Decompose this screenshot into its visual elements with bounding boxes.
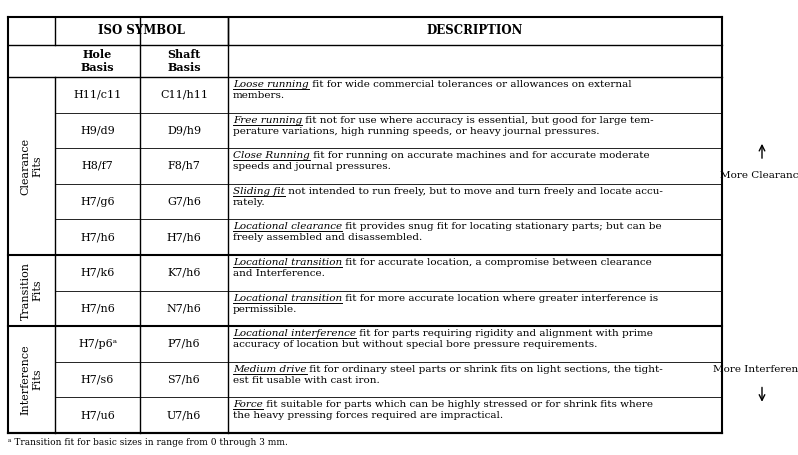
Text: ᵃ Transition fit for basic sizes in range from 0 through 3 mm.: ᵃ Transition fit for basic sizes in rang… [8,438,288,447]
Text: Medium drive: Medium drive [233,365,306,374]
Text: Loose running: Loose running [233,80,309,89]
Text: DESCRIPTION: DESCRIPTION [427,25,523,37]
Text: est fit usable with cast iron.: est fit usable with cast iron. [233,376,380,385]
Text: fit not for use where accuracy is essential, but good for large tem-: fit not for use where accuracy is essent… [302,116,654,125]
Text: fit for accurate location, a compromise between clearance: fit for accurate location, a compromise … [342,258,652,267]
Text: H7/p6ᵃ: H7/p6ᵃ [78,339,117,349]
Text: rately.: rately. [233,198,266,207]
Text: accuracy of location but without special bore pressure requirements.: accuracy of location but without special… [233,340,598,349]
Text: H11/c11: H11/c11 [73,90,121,100]
Text: not intended to run freely, but to move and turn freely and locate accu-: not intended to run freely, but to move … [285,187,662,196]
Text: and Interference.: and Interference. [233,269,325,278]
Text: fit provides snug fit for locating stationary parts; but can be: fit provides snug fit for locating stati… [342,222,662,232]
Text: Hole
Basis: Hole Basis [81,49,114,73]
Text: D9/h9: D9/h9 [167,126,201,136]
Text: H7/n6: H7/n6 [80,303,115,313]
Text: Transition
Fits: Transition Fits [21,262,42,319]
Text: Locational interference: Locational interference [233,329,356,338]
Text: Locational transition: Locational transition [233,258,342,267]
Text: fit for wide commercial tolerances or allowances on external: fit for wide commercial tolerances or al… [309,80,631,89]
Text: H7/u6: H7/u6 [80,410,115,420]
Text: permissible.: permissible. [233,304,298,313]
Text: U7/h6: U7/h6 [167,410,201,420]
Text: Interference
Fits: Interference Fits [21,344,42,415]
Text: N7/h6: N7/h6 [167,303,201,313]
Text: freely assembled and disassembled.: freely assembled and disassembled. [233,233,422,243]
Text: H7/s6: H7/s6 [81,374,114,384]
Text: Clearance
Fits: Clearance Fits [21,137,42,195]
Text: H7/h6: H7/h6 [167,232,201,242]
Text: Sliding fit: Sliding fit [233,187,285,196]
Text: F8/h7: F8/h7 [168,161,200,171]
Text: fit suitable for parts which can be highly stressed or for shrink fits where: fit suitable for parts which can be high… [263,400,653,410]
Text: ISO SYMBOL: ISO SYMBOL [98,25,185,37]
Text: More Interference: More Interference [713,365,798,374]
Text: fit for more accurate location where greater interference is: fit for more accurate location where gre… [342,293,658,303]
Text: Close Running: Close Running [233,151,310,160]
Text: fit for ordinary steel parts or shrink fits on light sections, the tight-: fit for ordinary steel parts or shrink f… [306,365,663,374]
Text: Locational transition: Locational transition [233,293,342,303]
Text: Free running: Free running [233,116,302,125]
Text: Force: Force [233,400,263,410]
Text: members.: members. [233,91,285,100]
Text: H7/k6: H7/k6 [81,268,115,278]
Text: H7/g6: H7/g6 [80,197,115,207]
Text: C11/h11: C11/h11 [160,90,208,100]
Text: fit for parts requiring rigidity and alignment with prime: fit for parts requiring rigidity and ali… [356,329,653,338]
Text: S7/h6: S7/h6 [168,374,200,384]
Text: More Clearance: More Clearance [720,172,798,181]
Text: H7/h6: H7/h6 [80,232,115,242]
Text: K7/h6: K7/h6 [168,268,201,278]
Text: H8/f7: H8/f7 [81,161,113,171]
Text: speeds and journal pressures.: speeds and journal pressures. [233,162,391,171]
Text: G7/h6: G7/h6 [167,197,201,207]
Text: Shaft
Basis: Shaft Basis [168,49,201,73]
Text: fit for running on accurate machines and for accurate moderate: fit for running on accurate machines and… [310,151,650,160]
Text: perature variations, high running speeds, or heavy journal pressures.: perature variations, high running speeds… [233,126,599,136]
Text: the heavy pressing forces required are impractical.: the heavy pressing forces required are i… [233,411,503,420]
Text: Locational clearance: Locational clearance [233,222,342,232]
Text: H9/d9: H9/d9 [80,126,115,136]
Text: P7/h6: P7/h6 [168,339,200,349]
